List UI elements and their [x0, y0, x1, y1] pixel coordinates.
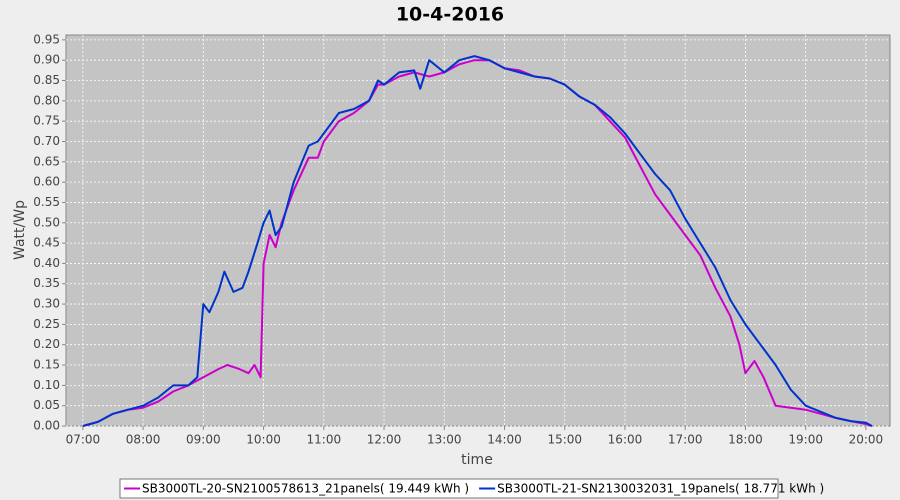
y-tick-label: 0.55 — [33, 195, 60, 209]
x-tick-label: 17:00 — [668, 433, 703, 447]
y-axis-label: Watt/Wp — [12, 200, 28, 260]
legend-label: SB3000TL-21-SN2130032031_19panels( 18.77… — [497, 482, 824, 496]
y-tick-label: 0.00 — [33, 419, 60, 433]
x-axis-label: time — [461, 452, 493, 468]
y-tick-label: 0.30 — [33, 297, 60, 311]
x-tick-label: 08:00 — [126, 433, 161, 447]
chart-title: 10-4-2016 — [396, 4, 504, 26]
x-tick-label: 20:00 — [849, 433, 884, 447]
y-tick-label: 0.35 — [33, 276, 60, 290]
x-tick-label: 19:00 — [788, 433, 823, 447]
y-tick-label: 0.20 — [33, 337, 60, 351]
legend-label: SB3000TL-20-SN2100578613_21panels( 19.44… — [142, 482, 469, 496]
y-tick-label: 0.40 — [33, 256, 60, 270]
y-tick-label: 0.50 — [33, 215, 60, 229]
x-tick-label: 11:00 — [307, 433, 342, 447]
x-tick-label: 15:00 — [547, 433, 582, 447]
y-tick-label: 0.75 — [33, 114, 60, 128]
y-tick-label: 0.80 — [33, 93, 60, 107]
x-tick-label: 18:00 — [728, 433, 763, 447]
plot-area — [65, 34, 891, 427]
x-tick-label: 09:00 — [186, 433, 221, 447]
y-tick-label: 0.90 — [33, 53, 60, 67]
x-tick-label: 07:00 — [66, 433, 101, 447]
y-tick-label: 0.95 — [33, 32, 60, 46]
legend — [119, 478, 779, 499]
x-tick-label: 13:00 — [427, 433, 462, 447]
y-tick-label: 0.10 — [33, 378, 60, 392]
y-tick-label: 0.15 — [33, 358, 60, 372]
x-tick-label: 12:00 — [367, 433, 402, 447]
y-tick-label: 0.65 — [33, 154, 60, 168]
y-tick-label: 0.85 — [33, 73, 60, 87]
y-tick-label: 0.25 — [33, 317, 60, 331]
x-tick-label: 10:00 — [246, 433, 281, 447]
y-tick-label: 0.70 — [33, 134, 60, 148]
y-tick-label: 0.05 — [33, 398, 60, 412]
y-tick-label: 0.45 — [33, 236, 60, 250]
x-tick-label: 14:00 — [487, 433, 522, 447]
line-series — [82, 55, 873, 427]
x-tick-label: 16:00 — [608, 433, 643, 447]
y-tick-label: 0.60 — [33, 175, 60, 189]
